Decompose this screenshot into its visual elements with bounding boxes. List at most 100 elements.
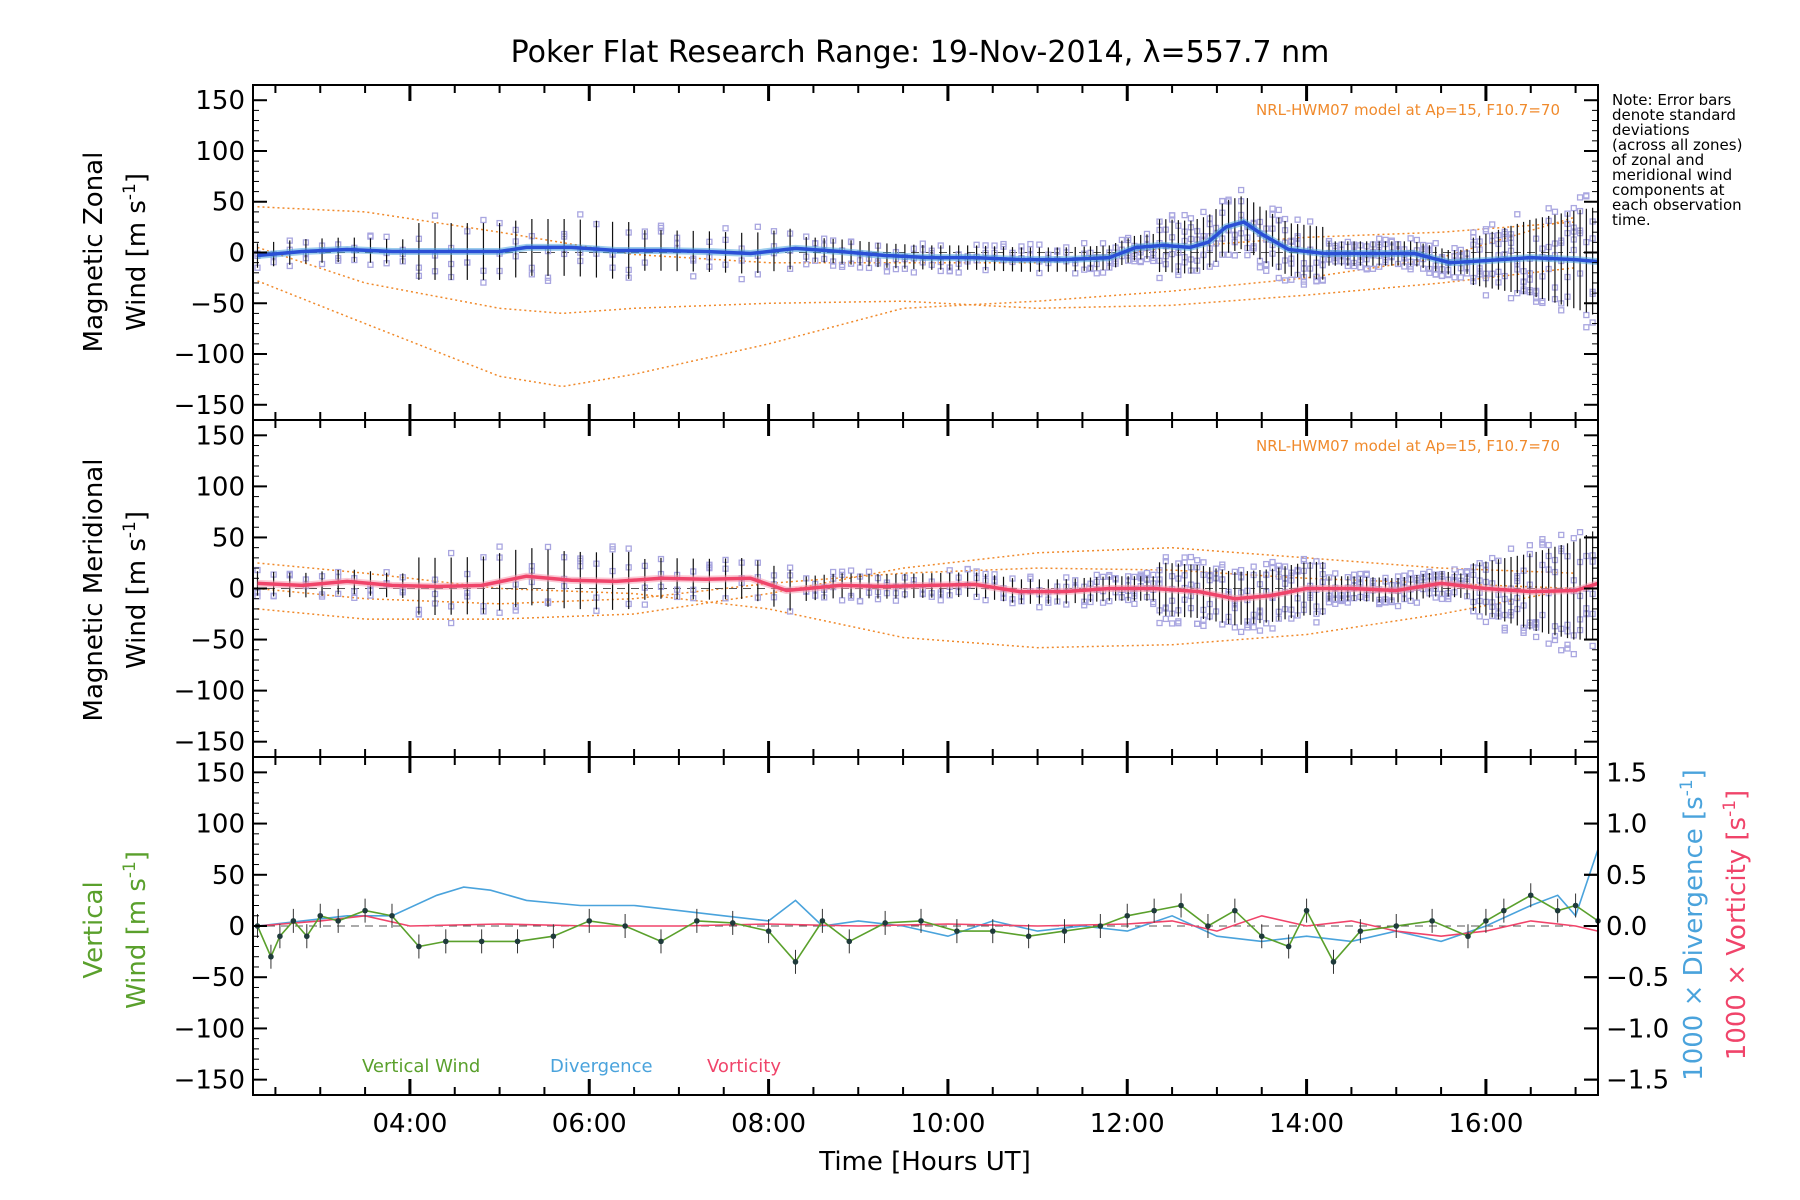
vertical-wind-point bbox=[792, 959, 799, 965]
zonal-sample-point bbox=[1407, 266, 1414, 273]
zonal-sample-point bbox=[1457, 274, 1464, 281]
divergence-axis-unit-close: ] bbox=[1679, 769, 1709, 779]
zonal-sample-point bbox=[1514, 211, 1521, 218]
meridional-sample-point bbox=[1256, 627, 1264, 634]
vertical-wind-point bbox=[954, 928, 960, 934]
divergence-axis-unit: [s bbox=[1679, 796, 1709, 820]
y2-tick-label: 0.5 bbox=[1606, 861, 1647, 891]
zonal-sample-point bbox=[1376, 235, 1383, 242]
vertical-ytick-label: −100 bbox=[174, 1014, 245, 1044]
zonal-sample-point bbox=[1281, 277, 1289, 284]
vertical-ytick-label: 50 bbox=[212, 861, 245, 891]
meridional-sample-point bbox=[1143, 569, 1151, 577]
meridional-sample-point bbox=[1250, 563, 1257, 570]
meridional-sample-point bbox=[1532, 633, 1540, 641]
vertical-wind-point bbox=[1061, 928, 1068, 934]
vertical-wind-point bbox=[1124, 912, 1131, 919]
zonal-sample-point bbox=[1275, 274, 1282, 282]
vorticity-axis-unit: [s bbox=[1722, 817, 1752, 841]
zonal-sample-point bbox=[1269, 205, 1276, 212]
zonal-ytick-label: −150 bbox=[174, 391, 245, 421]
x-tick-label: 12:00 bbox=[1090, 1109, 1165, 1139]
vertical-ytick-label: −50 bbox=[190, 963, 245, 993]
zonal-sample-point bbox=[1219, 197, 1226, 205]
meridional-sample-point bbox=[1539, 536, 1546, 543]
legend-vorticity: Vorticity bbox=[707, 1056, 781, 1077]
y2-tick-label: −1.5 bbox=[1606, 1066, 1669, 1096]
meridional-sample-point bbox=[1250, 624, 1257, 631]
zonal-ytick-label: 0 bbox=[228, 239, 245, 269]
meridional-sample-point bbox=[1269, 558, 1276, 566]
vertical-wind-point bbox=[765, 928, 772, 934]
meridional-sample-point bbox=[1036, 604, 1043, 611]
divergence-axis-unit-exp: -1 bbox=[1677, 779, 1697, 796]
zonal-sample-point bbox=[1489, 221, 1496, 228]
zonal-sample-point bbox=[1570, 204, 1577, 212]
zonal-sample-point bbox=[738, 275, 745, 283]
zonal-sample-point bbox=[1263, 267, 1270, 274]
meridional-ytick-label: −100 bbox=[174, 677, 245, 707]
meridional-sample-point bbox=[1200, 622, 1207, 630]
vertical-wind-point bbox=[1527, 892, 1534, 899]
meridional-sample-point bbox=[1332, 570, 1339, 577]
meridional-sample-point bbox=[1357, 570, 1364, 578]
chart-title: Poker Flat Research Range: 19-Nov-2014, … bbox=[511, 35, 1330, 70]
meridional-sample-point bbox=[625, 545, 632, 552]
zonal-sample-point bbox=[1558, 307, 1565, 314]
zonal-ytick-label: 150 bbox=[195, 86, 245, 116]
zonal-sample-point bbox=[1482, 292, 1490, 299]
zonal-mean-wind-line bbox=[257, 220, 1599, 265]
vertical-wind-point bbox=[989, 928, 996, 934]
meridional-sample-point bbox=[1545, 640, 1552, 647]
vertical-wind-point bbox=[268, 953, 274, 960]
zonal-sample-point bbox=[1244, 252, 1251, 259]
vertical-wind-point bbox=[317, 912, 324, 919]
meridional-plot-area bbox=[253, 529, 1600, 658]
zonal-ytick-label: 100 bbox=[195, 137, 245, 167]
zonal-sample-point bbox=[883, 268, 891, 275]
vertical-wind-point bbox=[1285, 943, 1292, 950]
meridional-ylabel-wind: Wind bbox=[122, 604, 152, 669]
note-line: components at bbox=[1612, 181, 1725, 199]
meridional-ytick-label: 100 bbox=[195, 472, 245, 502]
vertical-wind-point bbox=[416, 943, 422, 950]
meridional-ylabel-unit: [m s bbox=[122, 538, 152, 595]
zonal-sample-point bbox=[1532, 298, 1540, 305]
vertical-ytick-label: 0 bbox=[228, 912, 245, 942]
vertical-wind-point bbox=[1501, 907, 1507, 914]
zonal-sample-point bbox=[955, 269, 962, 276]
y2-tick-label: −1.0 bbox=[1606, 1014, 1669, 1044]
meridional-sample-point bbox=[1081, 602, 1088, 609]
zonal-ylabel-unit-exp: -1 bbox=[120, 183, 140, 200]
meridional-ytick-label: −50 bbox=[190, 626, 245, 656]
divergence-axis-label: 1000 × Divergence [s-1] bbox=[1677, 769, 1709, 1081]
vertical-ylabel-unit: [m s bbox=[122, 878, 152, 935]
meridional-sample-point bbox=[1332, 600, 1339, 607]
x-tick-label: 14:00 bbox=[1269, 1109, 1344, 1139]
meridional-sample-point bbox=[1570, 535, 1577, 542]
zonal-plot-area bbox=[253, 186, 1599, 388]
zonal-sample-point bbox=[1589, 319, 1596, 326]
meridional-sample-point bbox=[1313, 619, 1320, 626]
vertical-wind-point bbox=[586, 918, 593, 924]
vertical-wind-point bbox=[882, 920, 888, 926]
vertical-ylabel-line1: Vertical bbox=[79, 881, 109, 978]
vertical-wind-point bbox=[290, 918, 297, 924]
meridional-mean-wind-line bbox=[257, 574, 1599, 601]
vertical-wind-point bbox=[1393, 923, 1400, 929]
meridional-sample-point bbox=[641, 601, 648, 608]
vertical-wind-point bbox=[846, 938, 853, 945]
vertical-wind-point bbox=[1258, 933, 1265, 940]
meridional-sample-point bbox=[1501, 624, 1508, 632]
vertical-wind-point bbox=[335, 918, 341, 924]
meridional-sample-point bbox=[1027, 573, 1034, 580]
vertical-ytick-label: −150 bbox=[174, 1066, 245, 1096]
zonal-sample-point bbox=[1036, 241, 1043, 248]
vorticity-axis-label: 1000 × Vorticity [s-1] bbox=[1720, 790, 1752, 1060]
meridional-sample-point bbox=[964, 566, 971, 573]
zonal-sample-point bbox=[1507, 295, 1515, 302]
zonal-sample-point bbox=[1231, 252, 1238, 259]
y2-tick-label: −0.5 bbox=[1606, 963, 1669, 993]
zonal-sample-point bbox=[544, 277, 552, 285]
meridional-sample-point bbox=[1507, 545, 1515, 552]
